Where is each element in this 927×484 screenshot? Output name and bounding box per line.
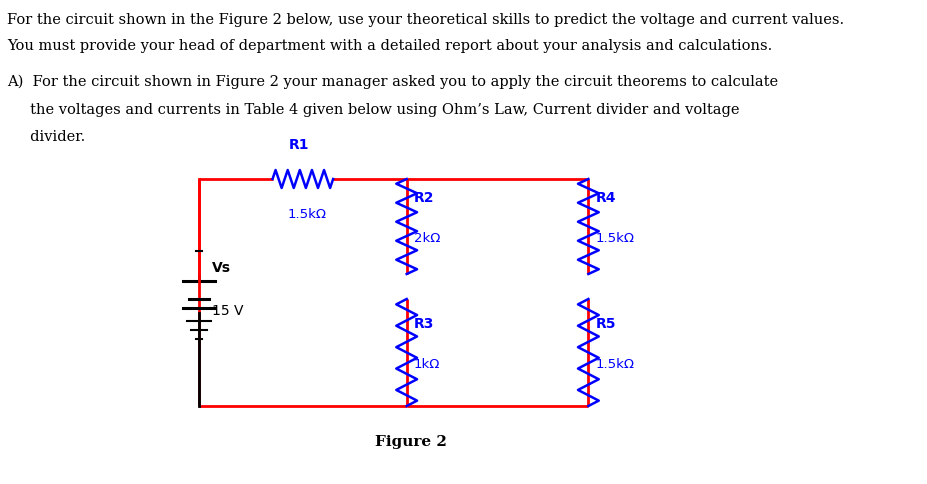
Text: 15 V: 15 V (212, 304, 244, 318)
Text: 2kΩ: 2kΩ (413, 232, 440, 245)
Text: the voltages and currents in Table 4 given below using Ohm’s Law, Current divide: the voltages and currents in Table 4 giv… (6, 103, 740, 117)
Text: Figure 2: Figure 2 (375, 434, 447, 448)
Text: Vs: Vs (212, 261, 231, 275)
Text: R4: R4 (595, 191, 616, 205)
Text: For the circuit shown in the Figure 2 below, use your theoretical skills to pred: For the circuit shown in the Figure 2 be… (6, 13, 844, 27)
Text: R5: R5 (595, 317, 616, 331)
Text: R3: R3 (413, 317, 434, 331)
Text: divider.: divider. (6, 130, 85, 144)
Text: 1.5kΩ: 1.5kΩ (595, 232, 634, 245)
Text: You must provide your head of department with a detailed report about your analy: You must provide your head of department… (6, 39, 772, 53)
Text: R1: R1 (288, 138, 309, 151)
Text: R2: R2 (413, 191, 434, 205)
Text: 1.5kΩ: 1.5kΩ (287, 208, 326, 221)
Text: 1.5kΩ: 1.5kΩ (595, 358, 634, 371)
Text: A)  For the circuit shown in Figure 2 your manager asked you to apply the circui: A) For the circuit shown in Figure 2 you… (6, 75, 778, 89)
Text: 1kΩ: 1kΩ (413, 358, 440, 371)
